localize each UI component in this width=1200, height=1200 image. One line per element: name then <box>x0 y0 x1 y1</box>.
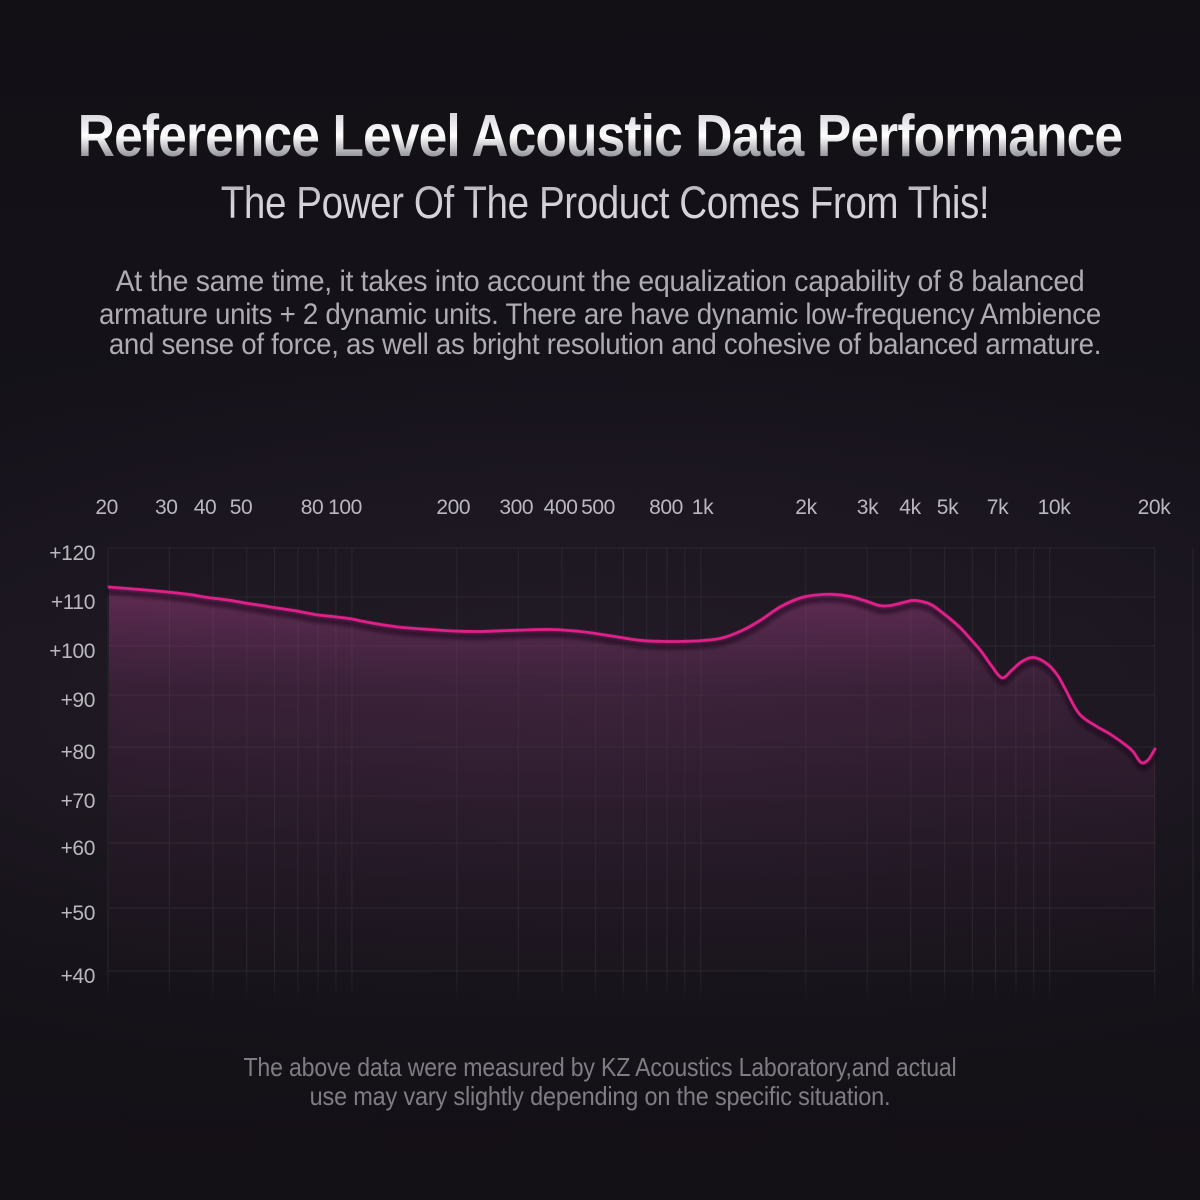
svg-text:+120: +120 <box>49 542 95 565</box>
svg-text:7k: 7k <box>987 496 1009 519</box>
svg-text:100: 100 <box>328 496 362 519</box>
svg-text:500: 500 <box>581 496 615 519</box>
svg-text:+50: +50 <box>61 902 95 925</box>
svg-text:50: 50 <box>230 496 253 519</box>
svg-text:+100: +100 <box>49 640 95 663</box>
svg-text:30: 30 <box>155 496 178 519</box>
svg-text:80: 80 <box>301 496 324 519</box>
svg-text:+70: +70 <box>61 790 95 813</box>
svg-text:+80: +80 <box>61 741 95 764</box>
svg-text:300: 300 <box>499 496 533 519</box>
svg-text:+90: +90 <box>61 689 95 712</box>
svg-text:2k: 2k <box>795 496 817 519</box>
svg-text:+60: +60 <box>61 837 95 860</box>
svg-text:10k: 10k <box>1038 496 1072 519</box>
svg-text:20k: 20k <box>1138 496 1172 519</box>
svg-text:+110: +110 <box>51 591 95 614</box>
svg-text:800: 800 <box>649 496 683 519</box>
svg-text:40: 40 <box>194 496 217 519</box>
svg-text:3k: 3k <box>857 496 879 519</box>
svg-text:400: 400 <box>544 496 578 519</box>
svg-text:20: 20 <box>95 496 118 519</box>
svg-text:1k: 1k <box>692 496 714 519</box>
svg-text:200: 200 <box>436 496 470 519</box>
svg-text:5k: 5k <box>937 496 959 519</box>
svg-text:4k: 4k <box>899 496 921 519</box>
svg-text:+40: +40 <box>61 965 95 988</box>
